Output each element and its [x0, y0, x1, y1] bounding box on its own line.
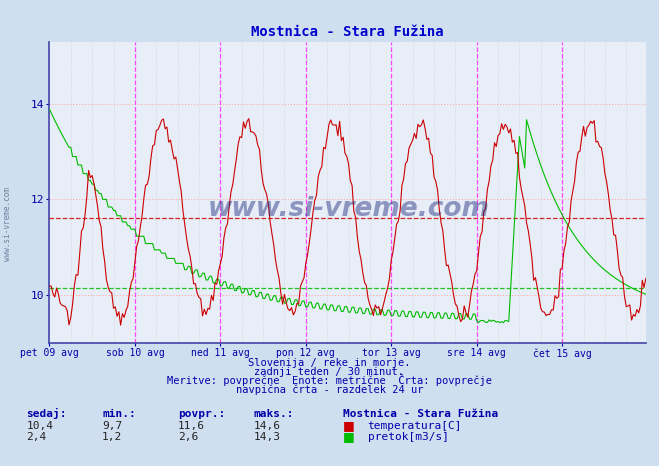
Text: 14,3: 14,3 [254, 432, 281, 442]
Text: min.:: min.: [102, 409, 136, 419]
Text: povpr.:: povpr.: [178, 409, 225, 419]
Text: navpična črta - razdelek 24 ur: navpična črta - razdelek 24 ur [236, 384, 423, 395]
Text: www.si-vreme.com: www.si-vreme.com [3, 187, 13, 260]
Text: 14,6: 14,6 [254, 421, 281, 431]
Text: Mostnica - Stara Fužina: Mostnica - Stara Fužina [343, 409, 498, 419]
Text: 11,6: 11,6 [178, 421, 205, 431]
Text: ■: ■ [343, 419, 355, 432]
Text: temperatura[C]: temperatura[C] [368, 421, 462, 431]
Text: 10,4: 10,4 [26, 421, 53, 431]
Text: 2,6: 2,6 [178, 432, 198, 442]
Text: www.si-vreme.com: www.si-vreme.com [208, 196, 490, 222]
Title: Mostnica - Stara Fužina: Mostnica - Stara Fužina [251, 25, 444, 40]
Text: Meritve: povprečne  Enote: metrične  Črta: povprečje: Meritve: povprečne Enote: metrične Črta:… [167, 375, 492, 386]
Text: zadnji teden / 30 minut.: zadnji teden / 30 minut. [254, 367, 405, 377]
Text: pretok[m3/s]: pretok[m3/s] [368, 432, 449, 442]
Text: sedaj:: sedaj: [26, 408, 67, 419]
Text: 9,7: 9,7 [102, 421, 123, 431]
Text: 1,2: 1,2 [102, 432, 123, 442]
Text: maks.:: maks.: [254, 409, 294, 419]
Text: ■: ■ [343, 431, 355, 443]
Text: 2,4: 2,4 [26, 432, 47, 442]
Text: Slovenija / reke in morje.: Slovenija / reke in morje. [248, 358, 411, 368]
